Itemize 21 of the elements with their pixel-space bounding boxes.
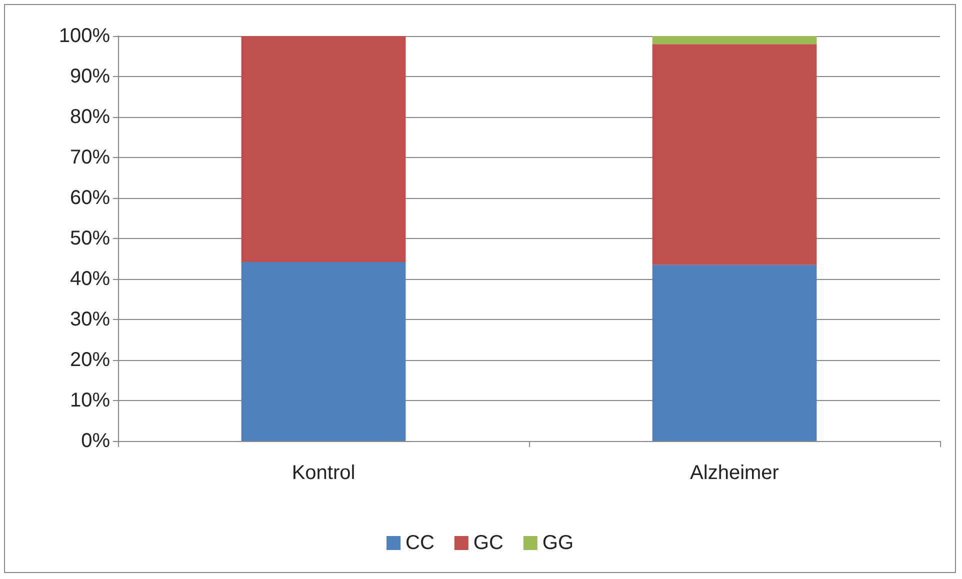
y-tick-label: 70% <box>70 146 110 168</box>
y-tick-label: 80% <box>70 106 110 128</box>
legend-label: GC <box>473 532 504 554</box>
bar <box>652 264 817 441</box>
y-tick-label: 10% <box>70 390 110 412</box>
legend-label: CC <box>406 532 434 554</box>
y-tick-label: 20% <box>70 349 110 371</box>
bar <box>652 36 817 44</box>
y-tick-label: 40% <box>70 268 110 290</box>
y-tick-label: 50% <box>70 228 110 250</box>
y-tick-label: 0% <box>81 430 110 452</box>
y-tick-label: 60% <box>70 187 110 209</box>
y-tick-label: 100% <box>58 25 110 47</box>
legend-label: GG <box>542 532 574 554</box>
y-tick-label: 90% <box>70 66 110 88</box>
y-tick-label: 30% <box>70 308 110 330</box>
bar <box>241 262 406 441</box>
x-tick-label: Kontrol <box>292 462 356 484</box>
bar <box>241 36 406 262</box>
x-tick-label: Alzheimer <box>690 462 780 484</box>
bar <box>652 44 817 265</box>
